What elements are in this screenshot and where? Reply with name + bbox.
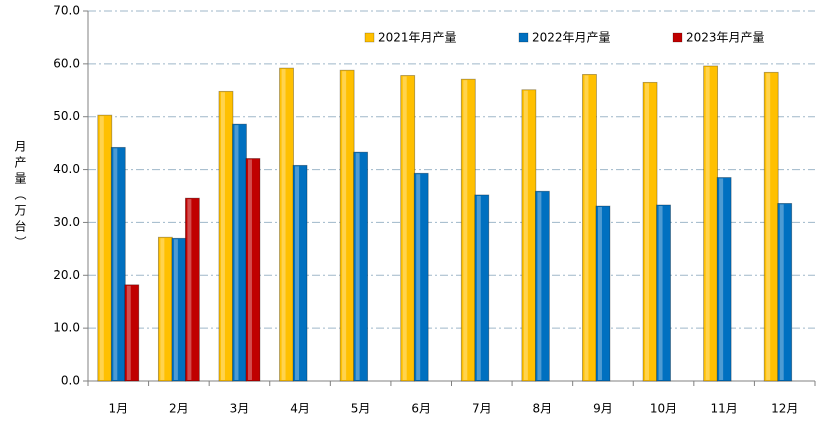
bar	[656, 204, 671, 382]
x-tick-label: 6月	[411, 402, 431, 416]
y-tick-label: 30.0	[53, 215, 80, 229]
bar	[232, 123, 247, 382]
x-tick-label: 3月	[230, 402, 250, 416]
bar	[595, 205, 611, 382]
legend-label: 2023年月产量	[686, 31, 765, 45]
bar	[124, 284, 140, 382]
bar	[642, 81, 658, 382]
x-tick-label: 8月	[533, 402, 553, 416]
y-tick-label: 50.0	[53, 109, 80, 123]
x-tick-label: 5月	[351, 402, 371, 416]
legend-label: 2022年月产量	[532, 31, 611, 45]
bar	[777, 202, 793, 382]
bar	[582, 74, 597, 382]
bar	[716, 177, 732, 382]
legend-label: 2021年月产量	[378, 31, 457, 45]
bar	[110, 146, 126, 382]
x-tick-label: 11月	[710, 402, 737, 416]
bar	[460, 78, 476, 382]
x-tick-label: 1月	[108, 402, 128, 416]
y-tick-label: 60.0	[53, 56, 80, 70]
bar	[413, 172, 429, 382]
y-tick-label: 40.0	[53, 162, 80, 176]
bar	[703, 65, 719, 382]
legend-swatch	[518, 32, 529, 43]
y-tick-label: 0.0	[61, 374, 80, 388]
bar	[279, 67, 294, 382]
x-tick-label: 4月	[290, 402, 310, 416]
bar	[184, 197, 200, 382]
y-tick-label: 70.0	[53, 4, 80, 18]
bar	[339, 69, 355, 382]
legend-swatch	[672, 32, 683, 43]
bar	[292, 164, 308, 382]
bar	[218, 90, 234, 382]
bar	[245, 158, 261, 382]
legend-swatch	[364, 32, 375, 43]
bar	[97, 114, 113, 382]
bar	[353, 151, 369, 382]
bar	[534, 190, 550, 382]
x-tick-label: 7月	[472, 402, 492, 416]
bar	[521, 89, 537, 382]
bar	[400, 75, 416, 382]
y-tick-label: 20.0	[53, 268, 80, 282]
bar	[763, 71, 779, 382]
y-tick-label: 10.0	[53, 321, 80, 335]
x-tick-label: 2月	[169, 402, 189, 416]
bar	[474, 194, 490, 382]
x-tick-label: 10月	[650, 402, 677, 416]
x-tick-label: 9月	[593, 402, 613, 416]
x-tick-label: 12月	[771, 402, 798, 416]
bar	[157, 236, 173, 382]
bar	[171, 237, 187, 382]
y-axis-label: 月产量（万台）	[13, 140, 27, 252]
